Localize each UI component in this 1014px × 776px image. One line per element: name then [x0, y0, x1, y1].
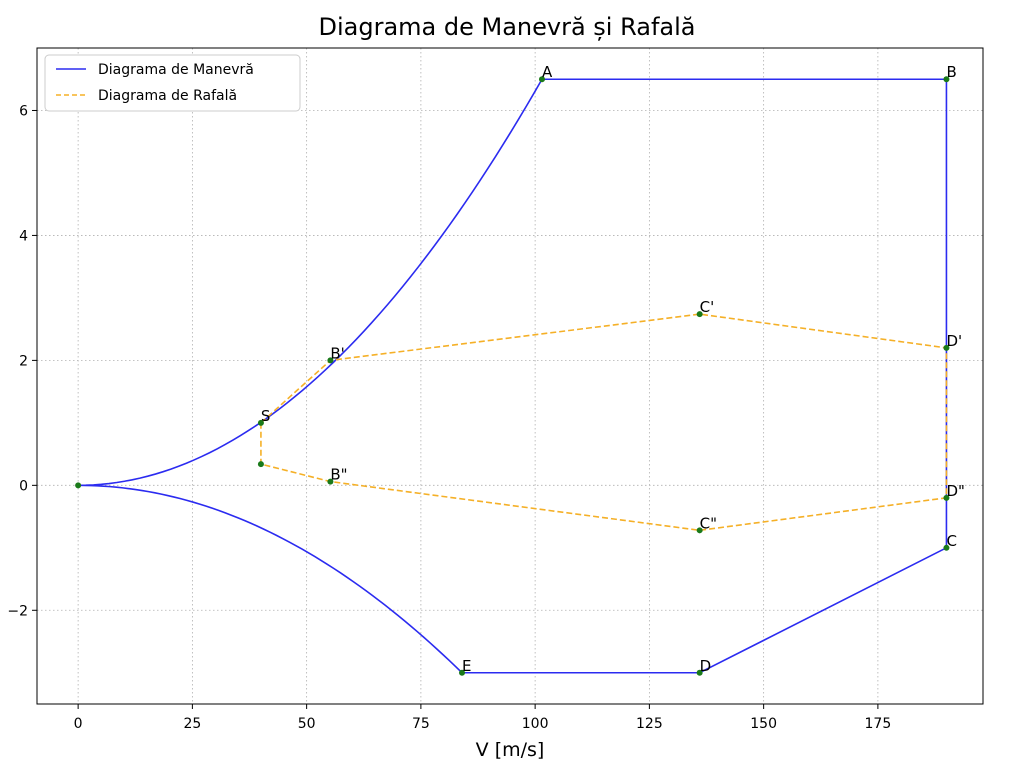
y-tick-label: 2: [19, 353, 28, 369]
data-point: [943, 494, 950, 501]
point-label: C": [700, 514, 717, 532]
chart-title: Diagrama de Manevră și Rafală: [319, 13, 696, 41]
point-label: C': [700, 298, 715, 316]
plot-frame: [36, 47, 984, 705]
data-point: [459, 669, 466, 676]
point-label: D: [700, 657, 712, 675]
y-tick-label: 0: [19, 478, 28, 494]
series-group: [78, 78, 948, 674]
axis-ticks: 0 25 50 75 100 125 150 175 −2 0 2 4 6: [7, 103, 891, 732]
x-axis-label: V [m/s]: [476, 739, 545, 761]
data-point: [943, 76, 950, 83]
data-point: [538, 76, 545, 83]
x-tick-label: 150: [750, 716, 777, 732]
data-point: [696, 311, 703, 318]
x-tick-label: 125: [636, 716, 663, 732]
point-label: S: [261, 407, 271, 425]
data-point: [327, 478, 334, 485]
y-tick-label: 4: [19, 228, 28, 244]
legend-box: [44, 54, 301, 112]
legend: Diagrama de Manevră Diagrama de Rafală: [44, 54, 301, 112]
grid: [37, 48, 983, 704]
point-label: C: [946, 532, 956, 550]
point-label: B: [946, 63, 956, 81]
x-tick-label: 25: [183, 716, 201, 732]
point-label: B': [330, 344, 344, 362]
gust-line: [260, 313, 948, 532]
point-label: E: [462, 657, 471, 675]
data-points: A B C D E S B' C' D' B" C" D": [75, 63, 965, 676]
x-tick-label: 75: [412, 716, 430, 732]
data-point: [327, 357, 334, 364]
data-point: [257, 461, 264, 468]
y-tick-label: 6: [19, 103, 28, 119]
data-point: [943, 344, 950, 351]
x-tick-label: 100: [522, 716, 549, 732]
data-point: [75, 482, 82, 489]
point-label: B": [330, 466, 347, 484]
legend-label-maneuver: Diagrama de Manevră: [98, 62, 254, 78]
x-tick-label: 0: [74, 716, 83, 732]
data-point: [696, 669, 703, 676]
legend-label-gust: Diagrama de Rafală: [98, 88, 237, 104]
point-label: D': [946, 332, 962, 350]
point-label: D": [946, 482, 964, 500]
x-tick-label: 50: [298, 716, 316, 732]
data-point: [257, 419, 264, 426]
x-tick-label: 175: [865, 716, 892, 732]
point-label: A: [542, 63, 553, 81]
data-point: [696, 527, 703, 534]
y-tick-label: −2: [7, 603, 28, 619]
maneuver-line: [78, 78, 948, 674]
data-point: [943, 544, 950, 551]
